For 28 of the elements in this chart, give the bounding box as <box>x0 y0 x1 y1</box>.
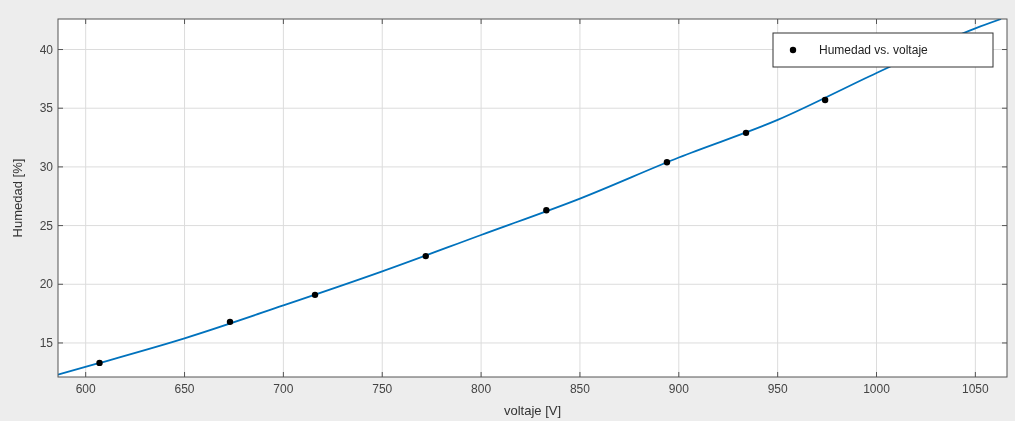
point <box>663 159 671 166</box>
y-tick-label: 15 <box>39 335 54 350</box>
x-tick-label: 750 <box>372 382 393 396</box>
x-tick-label: 800 <box>471 382 492 396</box>
y-axis-title: Humedad [%] <box>10 158 25 238</box>
x-tick-label: 700 <box>273 382 294 396</box>
x-tick-label: 600 <box>75 382 97 396</box>
x-axis-title: voltaje [V] <box>503 403 562 418</box>
point <box>311 291 319 299</box>
x-tick-label: 950 <box>767 382 788 396</box>
x-tick-label: 850 <box>569 382 591 396</box>
x-tick-label: 1000 <box>863 382 891 396</box>
y-tick-label: 20 <box>39 277 54 292</box>
y-tick-label: 40 <box>39 42 54 57</box>
line-series <box>58 19 1002 376</box>
point <box>543 207 550 214</box>
y-tick-label: 35 <box>39 101 54 116</box>
x-tick-label: 650 <box>174 382 195 396</box>
point <box>226 318 234 326</box>
x-tick-label: 1050 <box>962 382 990 396</box>
y-tick-label: 25 <box>39 218 54 233</box>
x-tick-label: 900 <box>668 382 690 396</box>
point <box>96 359 103 367</box>
point <box>422 252 429 260</box>
y-tick-label: 30 <box>39 159 54 174</box>
point <box>821 96 829 104</box>
legend-label: Humedad vs. voltaje <box>819 43 929 57</box>
point <box>742 129 750 137</box>
